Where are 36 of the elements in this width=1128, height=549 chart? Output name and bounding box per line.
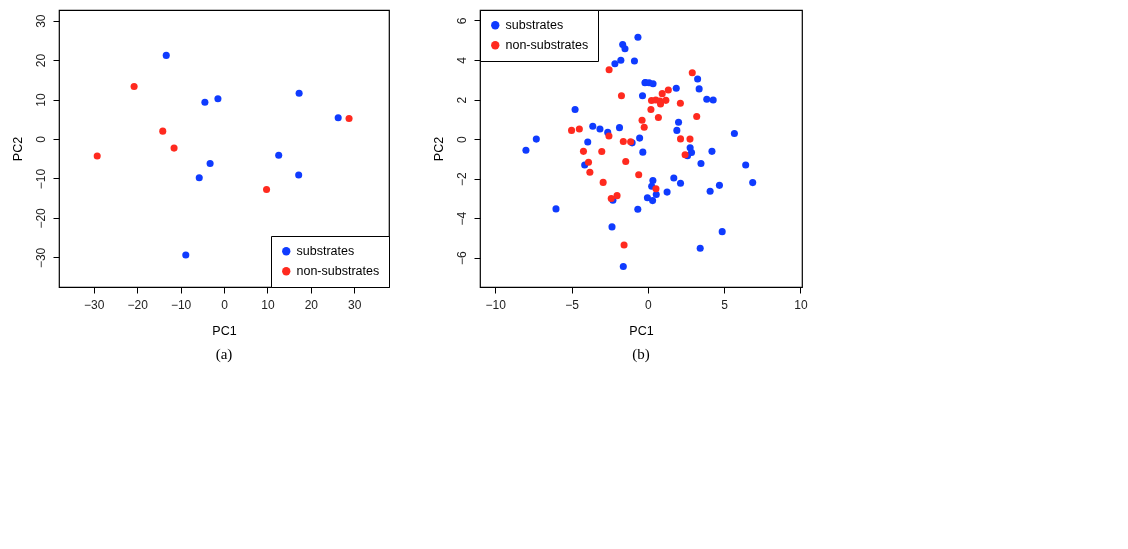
legend-label: substrates xyxy=(296,244,355,259)
x-axis-title: PC1 xyxy=(212,323,237,338)
y-tick-label: 0 xyxy=(33,135,48,143)
x-tick-label: 5 xyxy=(721,297,729,312)
y-tick-label: 2 xyxy=(454,96,469,104)
text: (b) xyxy=(632,345,650,363)
x-tick-label: −10 xyxy=(170,297,192,312)
y-tick-label: −4 xyxy=(454,211,469,226)
x-tick-label: 0 xyxy=(221,297,229,312)
y-axis-title: PC2 xyxy=(10,136,25,162)
y-tick-label: −30 xyxy=(33,247,48,269)
y-axis-title: PC2 xyxy=(431,136,446,162)
x-tick-label: 30 xyxy=(348,297,362,312)
legend-label: non-substrates xyxy=(296,264,380,279)
y-tick-label: 20 xyxy=(33,53,48,68)
x-tick-label: 10 xyxy=(261,297,275,312)
y-tick-label: 30 xyxy=(33,14,48,28)
y-tick-label: 6 xyxy=(454,17,469,25)
y-tick-label: 10 xyxy=(33,93,48,107)
y-tick-label: 0 xyxy=(454,135,469,143)
x-tick-label: 10 xyxy=(794,297,808,312)
legend-label: substrates xyxy=(505,18,564,33)
x-tick-label: −20 xyxy=(127,297,149,312)
y-tick-label: 4 xyxy=(454,56,469,64)
x-tick-label: −10 xyxy=(485,297,507,312)
y-tick-label: −10 xyxy=(33,168,48,190)
x-tick-label: 20 xyxy=(304,297,319,312)
text: (a) xyxy=(215,345,233,363)
y-tick-label: −6 xyxy=(454,251,469,266)
y-tick-label: −20 xyxy=(33,207,48,229)
legend-label: non-substrates xyxy=(505,38,589,53)
x-tick-label: −5 xyxy=(565,297,580,312)
x-tick-label: −30 xyxy=(84,297,105,312)
y-tick-label: −2 xyxy=(454,171,469,186)
x-axis-title: PC1 xyxy=(629,323,654,338)
x-tick-label: 0 xyxy=(645,297,653,312)
